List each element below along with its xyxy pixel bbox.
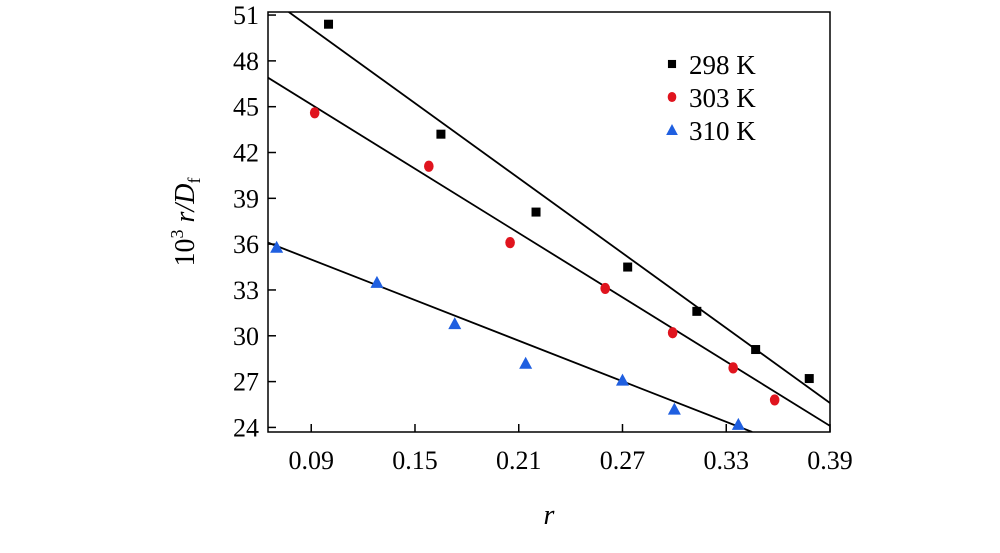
data-point-303-k (424, 160, 434, 172)
x-tick-label: 0.27 (600, 446, 646, 475)
x-tick-label: 0.09 (288, 446, 334, 475)
fit-line-310-k (268, 241, 753, 432)
data-point-298-k (436, 129, 446, 139)
y-axis-title-subscript: f (184, 178, 204, 184)
legend-marker-303-k (667, 91, 677, 103)
data-point-303-k (769, 394, 780, 406)
data-point-303-k (667, 327, 678, 339)
fit-line-298-k (288, 12, 830, 404)
y-tick-label: 48 (233, 47, 259, 76)
x-tick-label: 0.15 (392, 446, 438, 475)
data-point-310-k (448, 317, 462, 330)
y-tick-label: 39 (233, 184, 259, 213)
data-point-298-k (692, 306, 702, 316)
data-point-298-k (324, 19, 334, 29)
data-point-310-k (370, 275, 384, 288)
axis-ticks (268, 14, 831, 432)
y-tick-label: 27 (233, 368, 259, 397)
y-axis-title-d: D (170, 184, 201, 205)
y-tick-label: 42 (233, 139, 259, 168)
plot-area-frame (267, 11, 831, 433)
data-point-298-k (804, 374, 814, 384)
y-axis-title-r: r/ (170, 202, 201, 230)
data-point-303-k (728, 362, 738, 374)
y-tick-label: 51 (233, 1, 259, 30)
data-points (270, 19, 814, 430)
y-tick-label: 36 (233, 230, 259, 259)
data-point-303-k (505, 237, 515, 249)
y-tick-label: 24 (233, 413, 259, 442)
legend-marker-298-k (667, 59, 677, 69)
data-point-298-k (531, 207, 541, 217)
legend-label-310-k: 310 K (689, 116, 756, 146)
x-tick-label: 0.21 (496, 446, 542, 475)
y-axis-title: 103 r/Df (167, 178, 204, 267)
x-tick-label: 0.39 (807, 446, 853, 475)
legend-label-298-k: 298 K (689, 50, 756, 80)
data-point-303-k (600, 282, 610, 295)
data-point-310-k (731, 417, 745, 430)
axis-tick-labels: 0.09 0.15 0.21 0.27 0.33 0.39 24 27 30 33 36 39 42 45… (233, 1, 853, 475)
data-point-310-k (615, 373, 629, 386)
y-tick-label: 30 (233, 322, 259, 351)
legend-marker-310-k (666, 124, 678, 135)
x-axis-title: r (544, 500, 555, 531)
y-tick-label: 33 (233, 276, 259, 305)
data-point-298-k (623, 262, 633, 272)
data-point-298-k (751, 345, 761, 355)
y-axis-title-superscript: 3 (167, 229, 187, 238)
data-point-303-k (309, 107, 320, 119)
data-point-310-k (519, 356, 533, 369)
data-point-310-k (667, 402, 681, 415)
y-tick-label: 45 (233, 93, 259, 122)
legend-label-303-k: 303 K (689, 83, 756, 113)
x-tick-label: 0.33 (703, 446, 749, 475)
y-axis-title-prefix: 10 (170, 238, 201, 266)
data-point-310-k (270, 240, 284, 253)
